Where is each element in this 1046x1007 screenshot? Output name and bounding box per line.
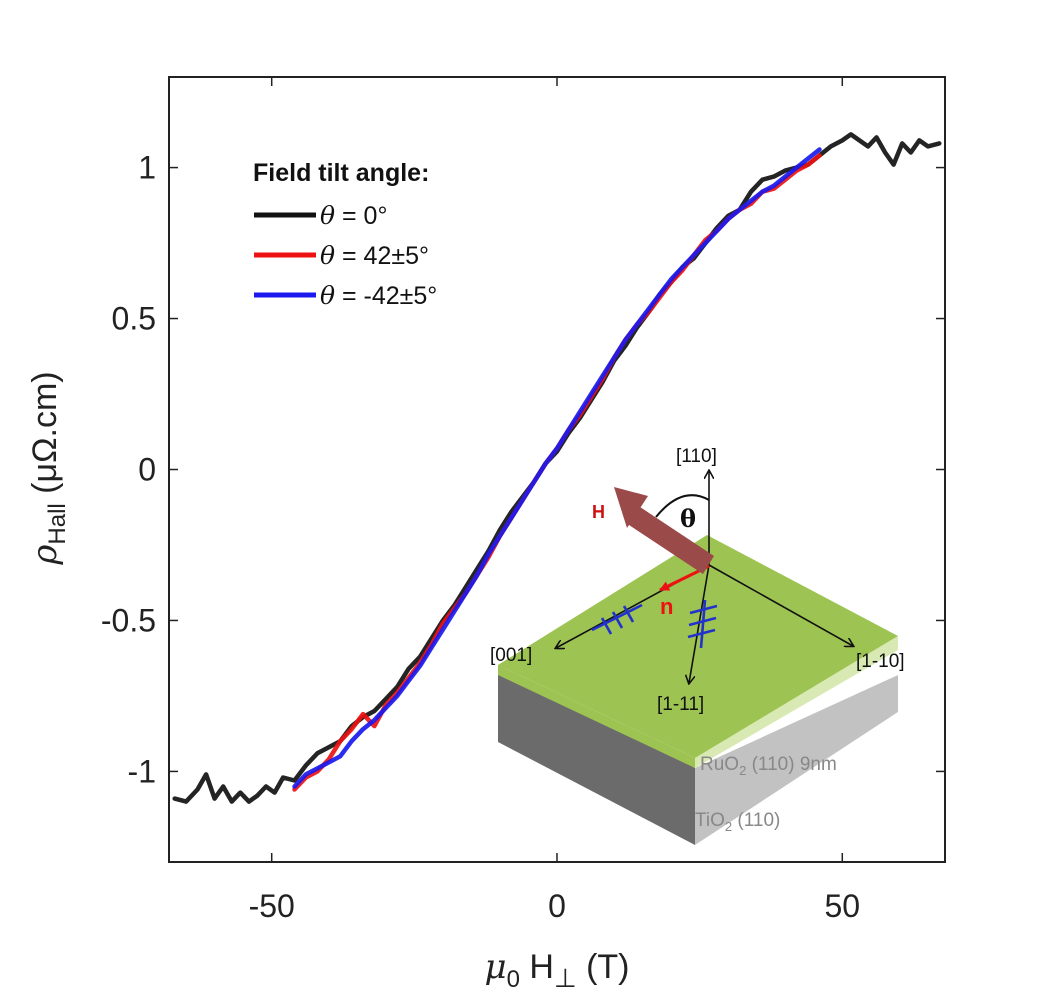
film-front-side xyxy=(498,665,695,768)
axis-110-label: [110] xyxy=(676,446,717,467)
x-tick-label: 0 xyxy=(548,888,566,924)
legend-theta-0: θ xyxy=(320,201,335,230)
x-tick-label: 50 xyxy=(824,888,860,924)
x-tick-label: -50 xyxy=(249,888,295,924)
x-label-mu: μ xyxy=(484,947,506,987)
legend-label-1: θ = 42±5° xyxy=(320,241,429,270)
x-label-perp: ⊥ xyxy=(554,963,577,993)
field-arrow xyxy=(614,487,714,574)
field-label: H xyxy=(592,502,605,522)
y-label-sub: Hall xyxy=(44,503,71,544)
angle-arc xyxy=(655,494,710,518)
y-label-unit: (μΩ.cm) xyxy=(26,371,64,493)
legend-value-2: = -42±5° xyxy=(335,282,437,310)
film-top-face xyxy=(498,535,898,758)
axis-1m10-label: [1-10] xyxy=(856,651,905,672)
y-axis-label: ρHall (μΩ.cm) xyxy=(25,371,71,565)
legend-theta-2: θ xyxy=(320,281,335,310)
crystal-inset: RuO2 (110) 9nm TiO2 (110) [110] [001] [1… xyxy=(490,446,905,845)
legend-value-0: = 0° xyxy=(335,202,387,230)
legend-value-1: = 42±5° xyxy=(335,242,429,270)
legend-theta-1: θ xyxy=(320,241,335,270)
data-series xyxy=(172,132,942,804)
legend-label-2: θ = -42±5° xyxy=(320,281,437,310)
x-label-sub: 0 xyxy=(507,966,520,993)
film-right-side xyxy=(695,636,898,768)
svg-text:μ0 H⊥ (T): μ0 H⊥ (T) xyxy=(484,947,629,993)
series-line-2 xyxy=(292,147,822,789)
normal-label: n xyxy=(660,594,673,619)
angle-label: θ xyxy=(680,504,696,533)
axis-ticks: -50 0 50 1 0.5 0 -0.5 -1 xyxy=(101,77,945,924)
x-label-h: H xyxy=(529,948,554,986)
domain-marks-001 xyxy=(591,603,643,635)
substrate-right-face xyxy=(695,675,898,845)
substrate-label: TiO2 (110) xyxy=(695,810,780,834)
domain-marks-1m11 xyxy=(687,599,718,649)
legend: Field tilt angle: θ = 0°θ = 42±5°θ = -42… xyxy=(253,159,437,310)
axis-1m10-arrow xyxy=(708,564,853,646)
axis-001-label: [001] xyxy=(490,645,532,666)
y-tick-label: 1 xyxy=(138,150,156,186)
svg-text:ρHall (μΩ.cm): ρHall (μΩ.cm) xyxy=(25,371,71,565)
substrate-front-face xyxy=(498,665,695,845)
x-axis-label: μ0 H⊥ (T) xyxy=(484,947,629,993)
film-label: RuO2 (110) 9nm xyxy=(700,754,837,778)
y-tick-label: 0 xyxy=(138,452,156,488)
y-tick-label: 0.5 xyxy=(112,301,156,337)
y-label-rho: ρ xyxy=(25,545,65,566)
legend-label-0: θ = 0° xyxy=(320,201,387,230)
x-label-unit: (T) xyxy=(586,948,629,986)
axis-1m11-arrow xyxy=(689,564,710,683)
axis-1m11-label: [1-11] xyxy=(657,694,704,715)
y-tick-label: -0.5 xyxy=(101,602,156,638)
y-tick-label: -1 xyxy=(128,753,156,789)
legend-title: Field tilt angle: xyxy=(253,159,429,187)
